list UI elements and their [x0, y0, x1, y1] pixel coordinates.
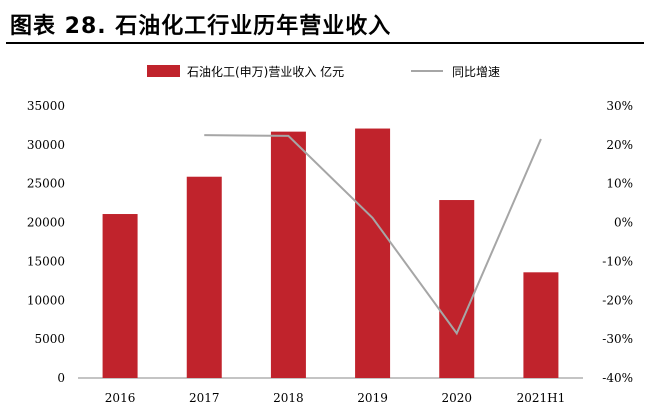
right-axis-ticks: -40% -30% -20% -10% 0% 10% 20% 30% — [602, 99, 633, 385]
bar-2016 — [102, 214, 138, 378]
figure-title: 图表 28. 石油化工行业历年营业收入 — [10, 14, 392, 39]
bar-2019 — [355, 128, 391, 378]
x-tick-label: 2016 — [105, 391, 136, 405]
legend-line-label: 同比增速 — [452, 65, 500, 79]
right-tick-label: -30% — [602, 332, 633, 346]
x-tick-label: 2020 — [441, 391, 472, 405]
left-tick-label: 25000 — [27, 177, 65, 191]
x-tick-label: 2017 — [189, 391, 220, 405]
left-tick-label: 30000 — [27, 138, 65, 152]
right-tick-label: 10% — [606, 177, 633, 191]
right-tick-label: 30% — [606, 99, 633, 113]
x-axis-ticks: 2016 2017 2018 2019 2020 2021H1 — [105, 391, 565, 405]
title-rule — [6, 42, 644, 44]
x-tick-label: 2021H1 — [517, 391, 566, 405]
x-tick-label: 2018 — [273, 391, 304, 405]
left-tick-label: 20000 — [27, 216, 65, 230]
growth-line-series — [204, 134, 542, 336]
legend-bar-label: 石油化工(申万)营业收入 亿元 — [187, 64, 344, 79]
right-tick-label: -10% — [602, 254, 633, 268]
left-tick-label: 0 — [57, 371, 65, 385]
bar-2018 — [270, 131, 306, 378]
left-tick-label: 35000 — [27, 99, 65, 113]
right-tick-label: 0% — [614, 216, 633, 230]
legend-bar-swatch — [147, 65, 180, 77]
bar-2017 — [186, 176, 222, 378]
left-tick-label: 10000 — [27, 293, 65, 307]
right-tick-label: 20% — [606, 138, 633, 152]
left-tick-label: 5000 — [34, 332, 65, 346]
bar-2021H1 — [523, 272, 559, 378]
x-tick-label: 2019 — [357, 391, 388, 405]
left-axis-ticks: 0 5000 10000 15000 20000 25000 30000 35000 — [27, 99, 65, 385]
left-tick-label: 15000 — [27, 254, 65, 268]
bar-2020 — [439, 200, 475, 378]
bar-series — [102, 128, 559, 378]
right-tick-label: -20% — [602, 293, 633, 307]
legend: 石油化工(申万)营业收入 亿元 同比增速 — [147, 64, 500, 79]
right-tick-label: -40% — [602, 371, 633, 385]
